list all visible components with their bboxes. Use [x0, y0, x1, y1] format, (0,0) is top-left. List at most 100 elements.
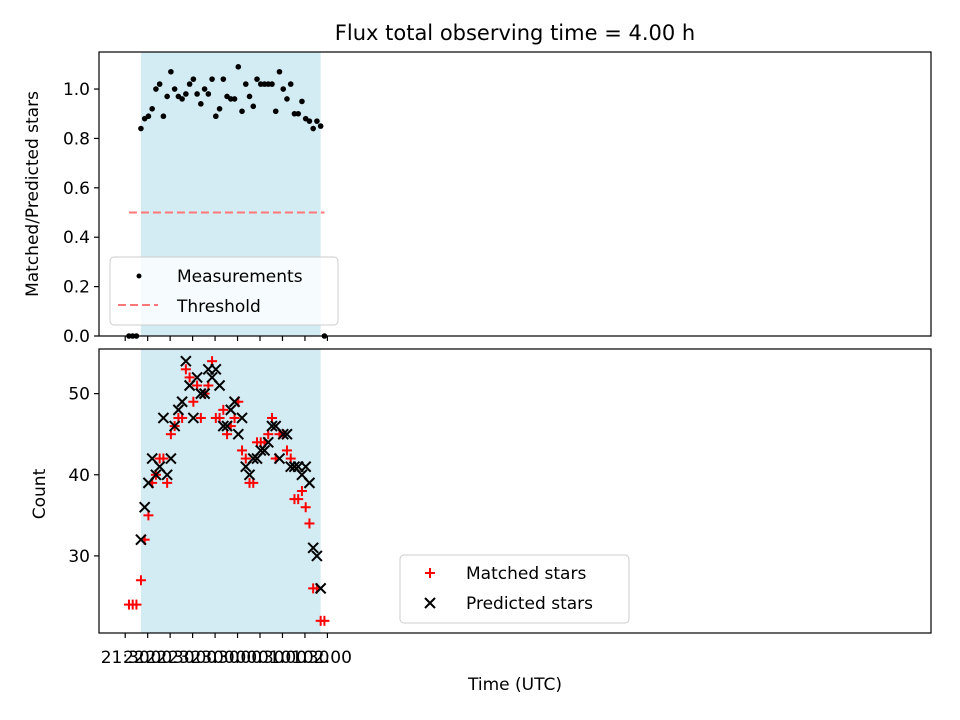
matched-star-point [195, 412, 206, 423]
top-y-tick-label: 1.0 [63, 80, 90, 100]
predicted-star-point [243, 469, 256, 481]
predicted-star-point [307, 542, 319, 554]
measurement-point [314, 118, 320, 124]
measurement-point [295, 110, 302, 117]
x-axis-label: Time (UTC) [467, 675, 562, 695]
x-tick-label: 00:30 [236, 648, 285, 668]
predicted-star-point [258, 444, 271, 457]
measurement-point [269, 81, 275, 87]
matched-star-point [184, 372, 195, 383]
matched-star-point [240, 453, 251, 464]
top-y-tick-label: 0.8 [63, 129, 90, 149]
predicted-star-point [277, 428, 289, 440]
measurement-point [310, 125, 316, 132]
measurement-point [190, 76, 197, 82]
predicted-star-point [266, 420, 278, 432]
predicted-star-point [303, 477, 316, 489]
bottom-panel-frame [98, 348, 932, 634]
predicted-star-point [236, 412, 248, 424]
x-tick-label: 22:30 [146, 648, 195, 668]
predicted-star-point [217, 420, 230, 432]
measurement-point [272, 108, 279, 115]
legend-predicted-marker [424, 597, 436, 609]
legend-matched-label: Matched stars [466, 564, 586, 584]
predicted-star-point [262, 436, 274, 449]
measurement-point [239, 108, 245, 115]
measurement-point [254, 76, 260, 82]
top-y-tick-label: 0.6 [63, 179, 90, 199]
measurement-point [160, 113, 167, 120]
x-tick-label: 22:00 [123, 648, 172, 668]
measurement-point [194, 91, 200, 97]
chart-title: Flux total observing time = 4.00 h [335, 21, 695, 45]
predicted-star-point [150, 469, 162, 481]
x-tick-label: 00:00 [213, 648, 262, 668]
matched-star-point [319, 615, 330, 626]
bottom-y-tick-label: 40 [68, 466, 90, 486]
predicted-star-point [168, 420, 181, 432]
predicted-star-point [138, 501, 151, 513]
matched-star-point [218, 404, 229, 415]
top-y-axis-label: Matched/Predicted stars [23, 91, 43, 297]
matched-star-point [300, 502, 311, 513]
legend-measurements-label: Measurements [177, 267, 303, 287]
matched-star-point [180, 364, 191, 375]
matched-star-point [281, 445, 292, 456]
matched-star-point [237, 445, 248, 456]
predicted-star-point [187, 412, 200, 424]
top-y-tick-label: 0.0 [63, 327, 90, 347]
measurement-point [246, 93, 253, 100]
matched-star-point [131, 599, 142, 610]
predicted-star-point [232, 428, 244, 440]
predicted-star-point [176, 396, 188, 408]
measurement-point [299, 98, 305, 105]
predicted-star-point [281, 428, 293, 440]
measurement-point [213, 113, 219, 120]
legend-threshold-label: Threshold [176, 297, 261, 317]
predicted-star-point [198, 387, 211, 400]
matched-star-point [135, 575, 146, 586]
legend-measurements-marker [136, 273, 142, 279]
predicted-star-point [135, 533, 147, 546]
predicted-star-point [195, 387, 207, 400]
measurement-point [284, 96, 290, 102]
predicted-star-point [273, 452, 286, 465]
x-tick-label: 01:30 [280, 648, 329, 668]
predicted-star-point [228, 396, 241, 408]
predicted-star-point [314, 582, 327, 595]
measurement-point [201, 86, 208, 92]
x-tick-label: 02:00 [303, 648, 352, 668]
measurement-point [242, 81, 249, 87]
predicted-star-point [311, 550, 323, 562]
measurement-point [198, 101, 204, 107]
bottom-panel: 30 40 50 21:3022:0022:3023:0023:3000:0000:… [30, 348, 932, 695]
bottom-legend: Matched stars Predicted stars [399, 554, 630, 624]
x-tick-label: 21:30 [101, 648, 150, 668]
measurement-point [276, 68, 283, 75]
measurement-point [287, 81, 294, 87]
predicted-star-point [213, 379, 226, 392]
predicted-star-point [225, 404, 237, 416]
predicted-star-point [210, 363, 222, 375]
measurement-point [280, 86, 287, 92]
predicted-star-point [221, 420, 233, 432]
bottom-y-tick-label: 30 [68, 547, 90, 567]
measurement-point [205, 91, 212, 97]
measurement-point [149, 106, 155, 112]
matched-star-point [296, 486, 307, 496]
predicted-star-point [191, 371, 203, 384]
measurement-point [209, 76, 215, 82]
matched-star-point [162, 477, 173, 488]
matched-star-point [304, 518, 315, 529]
measurement-point [138, 125, 144, 132]
x-tick-label: 23:30 [191, 648, 240, 668]
matched-star-point [293, 494, 304, 505]
bottom-y-tick-label: 50 [68, 385, 90, 405]
measurement-point [153, 86, 159, 92]
predicted-star-point [157, 412, 170, 424]
top-legend: Measurements Threshold [109, 256, 339, 326]
measurement-point [220, 76, 227, 82]
legend-matched-marker [425, 568, 435, 578]
matched-star-point [188, 396, 199, 407]
